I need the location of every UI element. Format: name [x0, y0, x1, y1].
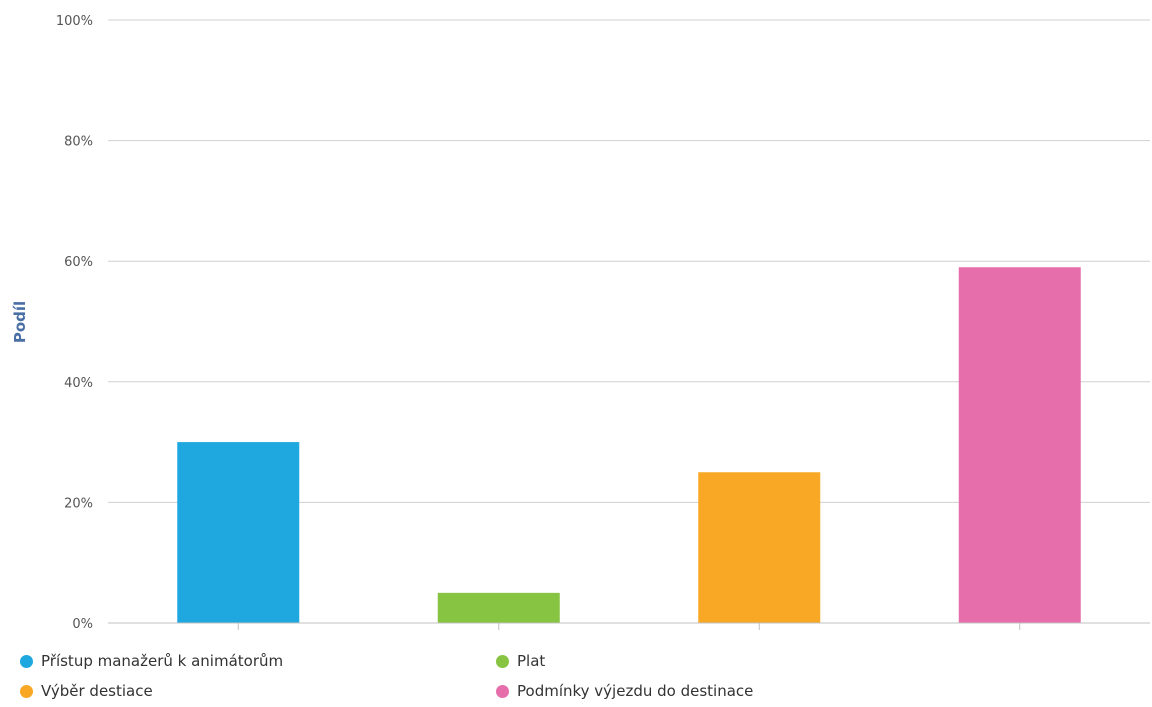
legend: Přístup manažerů k animátorům Plat Výběr d…	[0, 648, 1152, 707]
y-tick-label: 40%	[64, 376, 93, 391]
legend-item[interactable]: Přístup manažerů k animátorům	[20, 652, 283, 670]
legend-item[interactable]: Plat	[496, 652, 545, 670]
y-tick-label: 100%	[56, 14, 93, 29]
y-tick-label: 20%	[64, 496, 93, 511]
bar-2[interactable]	[437, 592, 560, 623]
y-axis-label: Podíl	[11, 301, 29, 343]
y-tick-label: 0%	[72, 617, 93, 632]
legend-marker	[496, 684, 509, 698]
legend-label: Výběr destiace	[41, 682, 153, 700]
y-axis-ticks: 0% 20% 40% 60% 80% 100%	[56, 14, 93, 632]
x-axis-ticks	[237, 623, 1021, 630]
legend-marker	[496, 654, 509, 668]
legend-label: Přístup manažerů k animátorům	[41, 652, 284, 670]
bar-4[interactable]	[958, 267, 1081, 623]
legend-item[interactable]: Podmínky výjezdu do destinace	[496, 682, 753, 700]
y-tick-label: 80%	[64, 135, 93, 150]
legend-marker	[20, 684, 33, 698]
legend-marker	[20, 654, 33, 668]
bars	[177, 267, 1081, 623]
bar-3[interactable]	[698, 472, 821, 623]
bar-1[interactable]	[177, 442, 300, 623]
legend-label: Plat	[517, 652, 546, 670]
legend-label: Podmínky výjezdu do destinace	[517, 682, 754, 700]
y-tick-label: 60%	[64, 255, 93, 270]
bar-chart: 0% 20% 40% 60% 80% 100% Podíl	[11, 14, 1150, 632]
legend-item[interactable]: Výběr destiace	[20, 682, 153, 700]
